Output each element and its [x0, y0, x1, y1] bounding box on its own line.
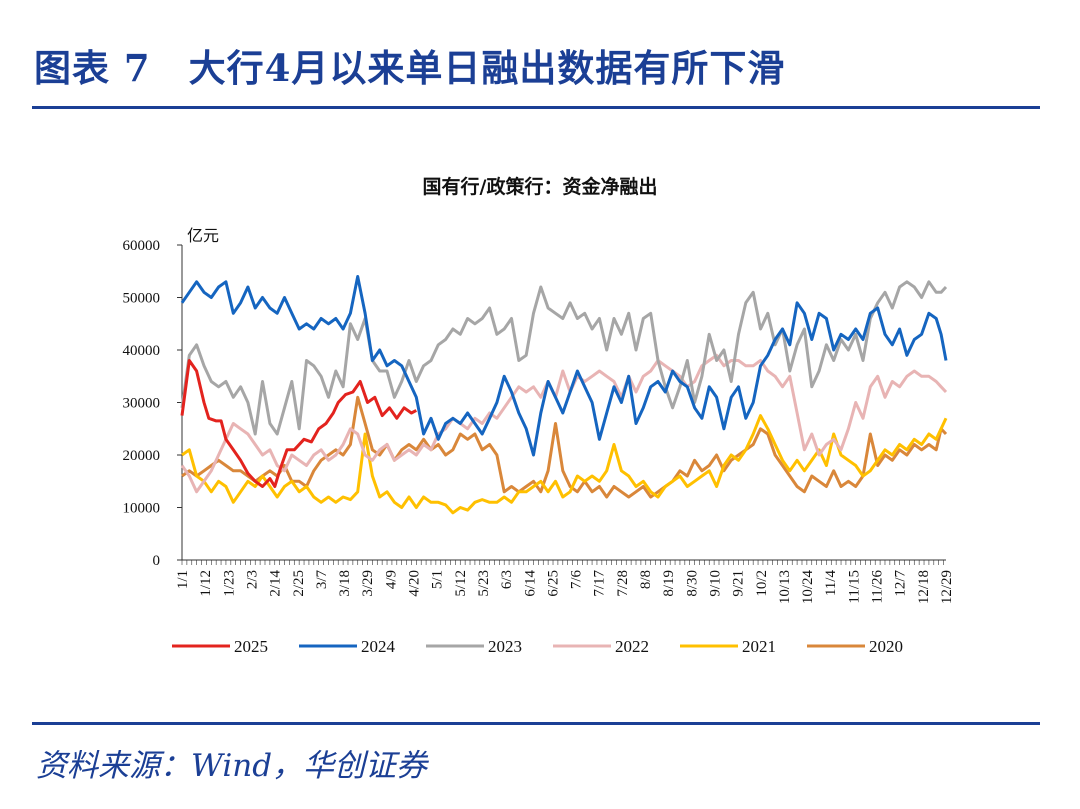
source-note: 资料来源：Wind，华创证券 — [36, 748, 428, 784]
x-tick-label: 7/17 — [592, 570, 608, 597]
x-tick-label: 11/26 — [870, 570, 886, 604]
x-tick-label: 4/9 — [383, 570, 399, 589]
x-tick-label: 9/21 — [731, 570, 747, 597]
legend-label-2022: 2022 — [615, 637, 649, 656]
x-tick-label: 6/14 — [522, 570, 538, 597]
legend-label-2021: 2021 — [742, 637, 776, 656]
y-tick-label: 10000 — [123, 501, 161, 517]
x-tick-label: 2/3 — [244, 570, 260, 589]
legend-label-2025: 2025 — [234, 637, 268, 656]
x-tick-label: 8/8 — [638, 570, 654, 589]
x-tick-label: 12/7 — [893, 570, 909, 597]
y-tick-label: 0 — [153, 553, 161, 569]
figure-title: 图表 7 大行4月以来单日融出数据有所下滑 — [34, 46, 786, 90]
x-tick-label: 3/29 — [360, 570, 376, 597]
series-line-2020 — [181, 395, 948, 499]
x-tick-label: 3/18 — [337, 570, 353, 597]
legend: 2025 2024 2023 2022 2021 2020 — [172, 637, 903, 656]
y-tick-label: 30000 — [123, 396, 161, 412]
chart-title: 国有行/政策行：资金净融出 — [423, 175, 658, 198]
x-tick-label: 1/1 — [175, 570, 191, 589]
x-tick-label: 9/10 — [707, 570, 723, 597]
x-tick-label: 4/20 — [407, 570, 423, 597]
x-tick-label: 1/12 — [198, 570, 214, 597]
series-line-2024 — [180, 275, 948, 457]
y-tick-label: 50000 — [123, 291, 161, 307]
x-tick-label: 2/25 — [291, 570, 307, 597]
x-tick-label: 5/1 — [430, 570, 446, 589]
legend-label-2023: 2023 — [488, 637, 522, 656]
series-layer — [180, 275, 948, 515]
x-tick-label: 8/19 — [661, 570, 677, 597]
x-tick-label: 2/14 — [268, 570, 284, 597]
x-tick-label: 6/3 — [499, 570, 515, 589]
y-tick-label: 40000 — [123, 343, 161, 359]
x-tick-label: 12/29 — [939, 570, 955, 604]
x-tick-label: 8/30 — [684, 570, 700, 597]
x-tick-label: 6/25 — [545, 570, 561, 597]
x-tick-label: 7/28 — [615, 570, 631, 597]
x-tick-label: 3/7 — [314, 570, 330, 590]
x-tick-label: 12/18 — [916, 570, 932, 604]
x-tick-label: 5/12 — [453, 570, 469, 597]
header-rule — [32, 106, 1040, 109]
y-tick-label: 20000 — [123, 448, 161, 464]
x-tick-label: 7/6 — [569, 570, 585, 590]
x-tick-label: 11/4 — [823, 570, 839, 597]
x-tick-label: 10/24 — [800, 570, 816, 605]
series-line-2022 — [180, 353, 948, 494]
series-line-2023 — [180, 280, 948, 436]
series-line-2021 — [181, 414, 948, 515]
x-tick-label: 1/23 — [221, 570, 237, 597]
footer-rule — [32, 722, 1040, 725]
axes: 0 10000 20000 30000 40000 50000 60000 1/1 1/12 1/… — [123, 238, 956, 604]
legend-label-2020: 2020 — [869, 637, 903, 656]
x-tick-label: 10/13 — [777, 570, 793, 604]
series-line-2025 — [180, 359, 418, 488]
y-unit-label: 亿元 — [187, 226, 219, 245]
y-tick-label: 60000 — [123, 238, 161, 254]
legend-label-2024: 2024 — [361, 637, 396, 656]
x-tick-label: 10/2 — [754, 570, 770, 597]
x-tick-label: 11/15 — [846, 570, 862, 604]
x-tick-label: 5/23 — [476, 570, 492, 597]
